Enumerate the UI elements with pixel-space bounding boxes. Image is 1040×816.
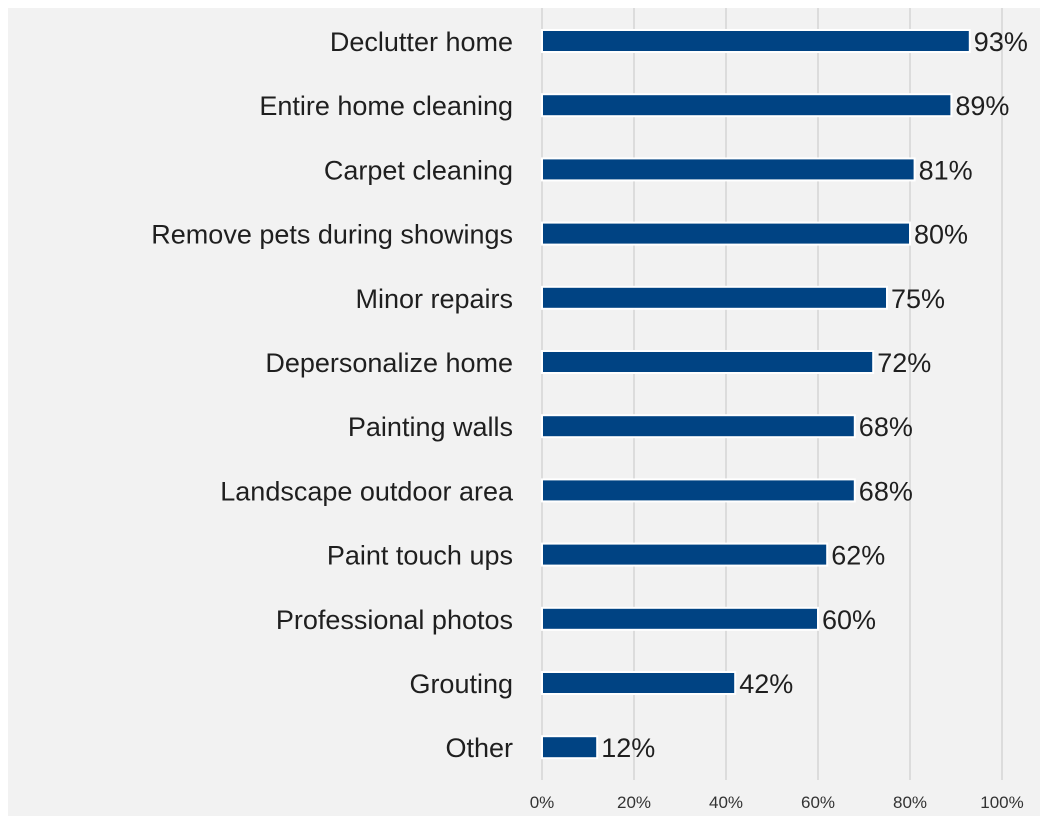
value-label: 12% bbox=[601, 733, 655, 763]
category-label: Landscape outdoor area bbox=[220, 476, 514, 506]
category-label: Depersonalize home bbox=[265, 348, 513, 378]
category-label: Other bbox=[445, 733, 513, 763]
bar bbox=[541, 735, 599, 760]
bar bbox=[541, 350, 875, 374]
bar bbox=[541, 29, 971, 53]
bar bbox=[541, 542, 829, 567]
bar bbox=[541, 414, 856, 439]
value-label: 42% bbox=[739, 669, 793, 699]
bars bbox=[541, 29, 971, 760]
bar-chart: Declutter home Entire home cleaning Carpet… bbox=[151, 8, 1028, 812]
category-label: Minor repairs bbox=[355, 284, 513, 314]
value-label: 81% bbox=[919, 155, 973, 185]
value-label: 89% bbox=[955, 91, 1009, 121]
value-label: 80% bbox=[914, 220, 968, 250]
x-tick-label: 0% bbox=[530, 793, 555, 812]
bar bbox=[541, 221, 911, 246]
x-tick-label: 80% bbox=[893, 793, 927, 812]
value-label: 62% bbox=[831, 541, 885, 571]
x-tick-label: 40% bbox=[709, 793, 743, 812]
bar bbox=[541, 478, 856, 503]
category-label: Grouting bbox=[409, 669, 513, 699]
bar bbox=[541, 285, 888, 310]
category-label: Professional photos bbox=[276, 605, 513, 635]
value-labels: 93% 89% 81% 80% 75% 72% 68% 68% 62% 60% 42% 12% bbox=[601, 27, 1028, 763]
value-label: 72% bbox=[877, 348, 931, 378]
value-label: 75% bbox=[891, 284, 945, 314]
gridlines bbox=[541, 8, 1003, 780]
value-label: 68% bbox=[859, 476, 913, 506]
category-labels: Declutter home Entire home cleaning Carpet… bbox=[151, 27, 514, 763]
x-tick-label: 20% bbox=[617, 793, 651, 812]
category-label: Carpet cleaning bbox=[324, 155, 513, 185]
bar bbox=[541, 93, 953, 118]
category-label: Entire home cleaning bbox=[259, 91, 513, 121]
chart-area: Declutter home Entire home cleaning Carpet… bbox=[8, 8, 1040, 816]
value-label: 68% bbox=[859, 412, 913, 442]
x-axis-tick-labels: 0% 20% 40% 60% 80% 100% bbox=[530, 793, 1024, 812]
x-tick-label: 100% bbox=[980, 793, 1023, 812]
category-label: Remove pets during showings bbox=[151, 220, 513, 250]
category-label: Painting walls bbox=[348, 412, 513, 442]
bar bbox=[541, 157, 916, 182]
category-label: Paint touch ups bbox=[327, 541, 513, 571]
value-label: 93% bbox=[974, 27, 1028, 57]
bar bbox=[541, 606, 819, 631]
category-label: Declutter home bbox=[330, 27, 513, 57]
value-label: 60% bbox=[822, 605, 876, 635]
bar bbox=[541, 671, 737, 695]
x-tick-label: 60% bbox=[801, 793, 835, 812]
